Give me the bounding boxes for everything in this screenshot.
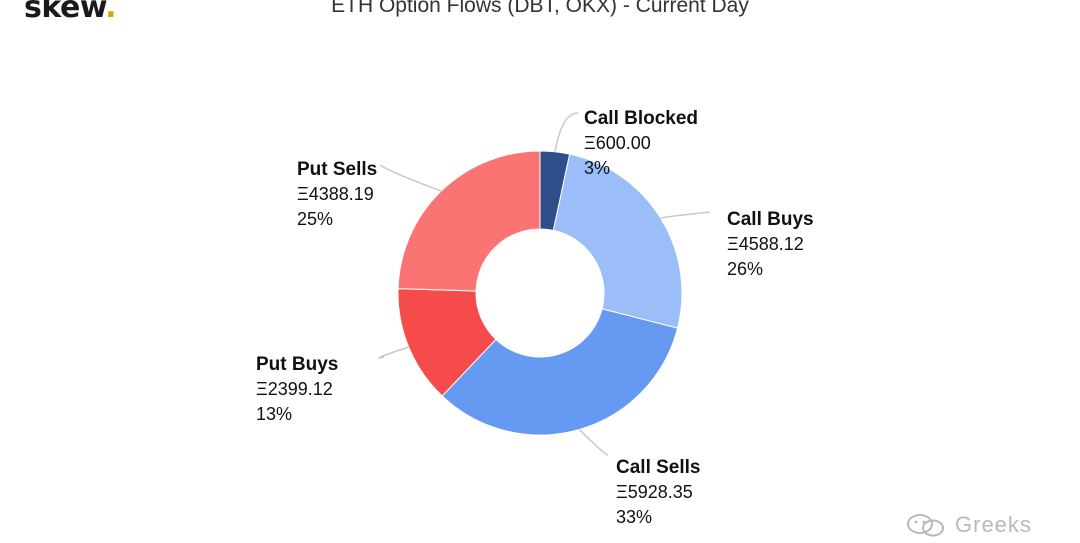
chart-title: ETH Option Flows (DBT, OKX) - Current Da… <box>331 0 749 17</box>
slice-percent: 26% <box>727 259 764 279</box>
slice-value: Ξ5928.35 <box>616 482 693 502</box>
slice-label: Call Blocked Ξ600.00 3% <box>584 106 698 181</box>
slice-call-sells <box>441 308 679 436</box>
watermark: Greeks <box>905 512 1032 538</box>
slice-name: Call Sells <box>616 457 701 478</box>
slice-percent: 33% <box>616 507 653 527</box>
slice-name: Call Blocked <box>584 108 699 129</box>
slice-call-buys <box>552 153 683 329</box>
slice-name: Put Sells <box>297 159 378 180</box>
slice-percent: 3% <box>584 158 611 178</box>
slice-value: Ξ4388.19 <box>297 184 374 204</box>
slice-label: Put Sells Ξ4388.19 25% <box>297 157 377 232</box>
slice-value: Ξ600.00 <box>584 133 651 153</box>
brand-name: skew <box>24 0 106 25</box>
slice-value: Ξ4588.12 <box>727 234 804 254</box>
slice-put-sells <box>397 150 541 292</box>
leader-line <box>378 346 409 359</box>
slice-value: Ξ2399.12 <box>256 379 333 399</box>
slice-name: Put Buys <box>256 354 339 375</box>
wechat-icon <box>907 514 944 537</box>
leader-line <box>578 428 609 456</box>
watermark-text: Greeks <box>955 512 1032 537</box>
slice-label: Put Buys Ξ2399.12 13% <box>256 352 338 427</box>
skew-logo: skew. <box>24 0 117 25</box>
leader-line <box>379 164 442 192</box>
slice-percent: 25% <box>297 209 334 229</box>
slice-percent: 13% <box>256 404 293 424</box>
brand-dot: . <box>105 0 117 25</box>
leader-line <box>660 211 711 219</box>
slice-label: Call Sells Ξ5928.35 33% <box>616 455 701 530</box>
leader-line <box>554 112 579 152</box>
slice-name: Call Buys <box>727 209 814 230</box>
slice-label: Call Buys Ξ4588.12 26% <box>727 207 814 282</box>
